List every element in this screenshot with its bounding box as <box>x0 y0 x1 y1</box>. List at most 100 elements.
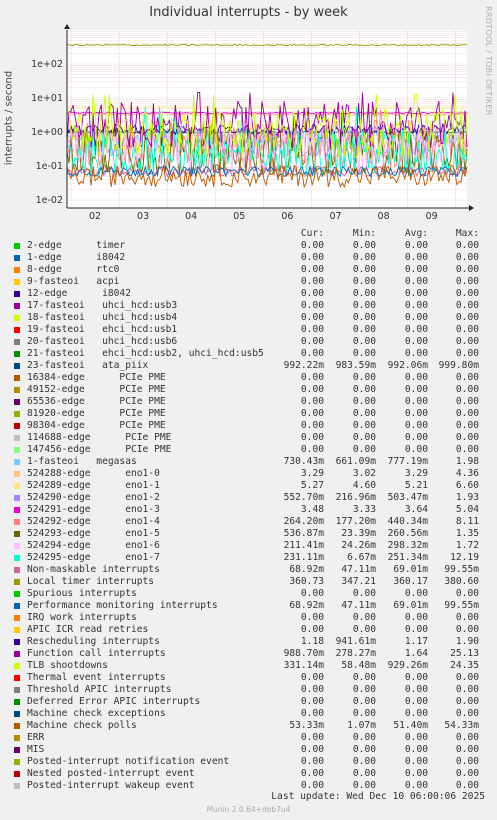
series-line <box>66 94 468 158</box>
legend-row: 524291-edge eno1-3 3.48 3.33 3.64 5.04 <box>14 504 490 516</box>
legend-name: Non-maskable interrupts <box>27 564 160 575</box>
legend-name: 524292-edge eno1-4 <box>27 516 160 527</box>
legend-name: Nested posted-interrupt event <box>27 768 195 779</box>
legend-avg: 0.00 <box>404 324 428 335</box>
legend-cur: 536.87m <box>283 528 324 539</box>
legend-max: 0.00 <box>455 300 479 311</box>
legend-swatch <box>14 423 20 429</box>
legend-swatch <box>14 303 20 309</box>
legend-avg: 0.00 <box>404 276 428 287</box>
legend-name: Spurious interrupts <box>27 588 137 599</box>
legend-max: 0.00 <box>455 420 479 431</box>
legend-min: 0.00 <box>352 420 376 431</box>
legend-avg: 0.00 <box>404 300 428 311</box>
legend-avg: 0.00 <box>404 336 428 347</box>
legend-min: 1.07m <box>347 720 376 731</box>
legend-min: 6.67m <box>347 552 376 563</box>
legend-swatch <box>14 783 20 789</box>
legend-cur: 0.00 <box>300 288 324 299</box>
col-min: Min: <box>352 228 376 239</box>
legend-max: 0.00 <box>455 324 479 335</box>
legend-swatch <box>14 675 20 681</box>
legend-header: Cur: Min: Avg: Max: <box>14 228 490 240</box>
legend-cur: 0.00 <box>300 324 324 335</box>
legend-avg: 1.64 <box>404 648 428 659</box>
legend-avg: 0.00 <box>404 672 428 683</box>
legend-cur: 0.00 <box>300 768 324 779</box>
legend-min: 0.00 <box>352 396 376 407</box>
legend-max: 0.00 <box>455 348 479 359</box>
legend-min: 0.00 <box>352 264 376 275</box>
legend-cur: 53.33m <box>289 720 324 731</box>
plot-area: 1e+02 1e+01 1e+00 1e-01 1e-02 02 03 04 05 06 07 08… <box>31 24 474 222</box>
legend-avg: 298.32m <box>387 540 428 551</box>
legend-max: 6.60 <box>455 480 479 491</box>
legend-min: 0.00 <box>352 408 376 419</box>
legend-max: 8.11 <box>455 516 479 527</box>
legend-row: Performance monitoring interrupts 68.92m 4… <box>14 600 490 612</box>
legend-cur: 68.92m <box>289 564 324 575</box>
legend-max: 0.00 <box>455 780 479 791</box>
legend-cur: 0.00 <box>300 384 324 395</box>
legend-min: 0.00 <box>352 780 376 791</box>
legend-name: 524291-edge eno1-3 <box>27 504 160 515</box>
legend-avg: 51.40m <box>393 720 428 731</box>
legend-swatch <box>14 615 20 621</box>
legend-swatch <box>14 243 20 249</box>
legend-max: 999.80m <box>438 360 479 371</box>
legend-avg: 0.00 <box>404 348 428 359</box>
legend-max: 1.35 <box>455 528 479 539</box>
legend-cur: 211.41m <box>283 540 324 551</box>
legend-cur: 0.00 <box>300 684 324 695</box>
legend-name: 81920-edge PCIe PME <box>27 408 166 419</box>
y-tick-label: 1e+01 <box>31 93 63 104</box>
legend-cur: 0.00 <box>300 612 324 623</box>
legend-cur: 0.00 <box>300 240 324 251</box>
legend-name: APIC ICR read retries <box>27 624 149 635</box>
legend-swatch <box>14 447 20 453</box>
legend-swatch <box>14 279 20 285</box>
legend-row: Spurious interrupts 0.00 0.00 0.00 0.00 <box>14 588 490 600</box>
legend-max: 0.00 <box>455 672 479 683</box>
legend-cur: 0.00 <box>300 432 324 443</box>
legend-min: 0.00 <box>352 432 376 443</box>
legend-cur: 0.00 <box>300 312 324 323</box>
legend-name: MIS <box>27 744 45 755</box>
legend-avg: 0.00 <box>404 756 428 767</box>
legend-min: 661.09m <box>335 456 376 467</box>
legend-max: 0.00 <box>455 312 479 323</box>
legend-avg: 777.19m <box>387 456 428 467</box>
legend-cur: 0.00 <box>300 276 324 287</box>
legend-name: 524288-edge eno1-0 <box>27 468 160 479</box>
legend-swatch <box>14 543 20 549</box>
legend-row: 1-fasteoi megasas 730.43m 661.09m 777.19m 1.… <box>14 456 490 468</box>
legend-row: Threshold APIC interrupts 0.00 0.00 0.00 0.0… <box>14 684 490 696</box>
legend-swatch <box>14 699 20 705</box>
legend-rows: 2-edge timer 0.00 0.00 0.00 0.00 1-edge i8042… <box>14 240 490 792</box>
legend-avg: 0.00 <box>404 264 428 275</box>
legend-name: Rescheduling interrupts <box>27 636 160 647</box>
legend-avg: 0.00 <box>404 768 428 779</box>
legend-min: 3.02 <box>352 468 376 479</box>
legend-name: Posted-interrupt wakeup event <box>27 780 195 791</box>
legend-min: 47.11m <box>341 600 376 611</box>
legend-max: 0.00 <box>455 432 479 443</box>
legend-min: 0.00 <box>352 672 376 683</box>
legend-max: 25.13 <box>450 648 479 659</box>
legend-swatch <box>14 267 20 273</box>
legend-avg: 69.01m <box>393 600 428 611</box>
legend-name: 49152-edge PCIe PME <box>27 384 166 395</box>
series-line <box>66 113 468 116</box>
legend-avg: 0.00 <box>404 732 428 743</box>
legend-cur: 0.00 <box>300 264 324 275</box>
y-tick-label: 1e+02 <box>31 59 63 70</box>
legend-name: 147456-edge PCIe PME <box>27 444 172 455</box>
legend-swatch <box>14 723 20 729</box>
legend-avg: 0.00 <box>404 312 428 323</box>
legend-avg: 0.00 <box>404 696 428 707</box>
legend-swatch <box>14 759 20 765</box>
legend-swatch <box>14 411 20 417</box>
legend-min: 983.59m <box>335 360 376 371</box>
legend-name: Machine check exceptions <box>27 708 166 719</box>
legend-cur: 3.29 <box>300 468 324 479</box>
